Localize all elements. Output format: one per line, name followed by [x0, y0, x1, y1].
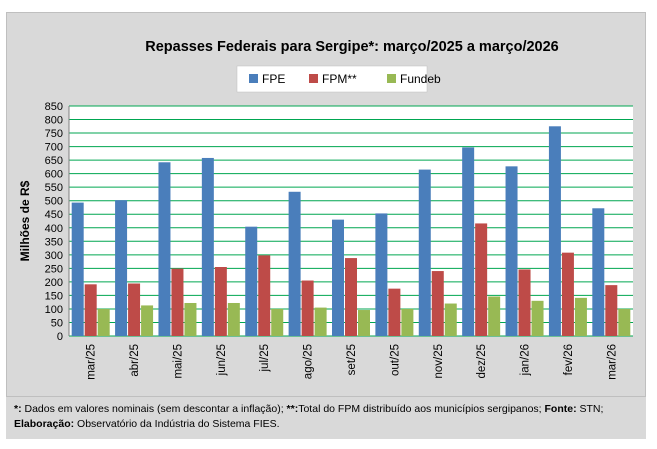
- footnote-text-1: Dados em valores nominais (sem descontar…: [21, 403, 287, 415]
- bar-fundeb: [271, 308, 284, 336]
- bar-fundeb: [531, 300, 544, 336]
- x-tick-label: nov/25: [433, 344, 445, 379]
- bars: [71, 126, 631, 336]
- x-tick-label: mai/25: [172, 344, 184, 379]
- bar-fpm: [561, 252, 574, 336]
- bar-fundeb: [227, 302, 240, 336]
- bar-fpe: [158, 162, 171, 336]
- y-tick-label: 100: [45, 304, 63, 316]
- legend-label: FPM**: [322, 72, 357, 86]
- bar-fpe: [332, 219, 344, 336]
- bar-fpm: [171, 268, 184, 336]
- y-tick-label: 250: [45, 263, 63, 275]
- chart-title: Repasses Federais para Sergipe*: março/2…: [145, 39, 559, 55]
- bar-fpm: [84, 284, 97, 336]
- bar-fpe: [375, 213, 388, 336]
- footnote-source-label: Fonte:: [544, 403, 577, 415]
- bar-fpm: [388, 288, 401, 336]
- legend-swatch: [387, 74, 396, 83]
- x-tick-label: abr/25: [129, 344, 141, 377]
- legend-label: FPE: [262, 72, 285, 86]
- bar-fpm: [258, 255, 271, 336]
- y-tick-label: 850: [45, 101, 63, 113]
- footnote-marker-2: **:: [286, 403, 299, 415]
- bar-fundeb: [314, 307, 327, 336]
- x-tick-label: set/25: [346, 344, 358, 375]
- bar-fpe: [548, 126, 561, 336]
- y-tick-label: 500: [45, 196, 63, 208]
- x-tick-label: jul/25: [259, 344, 271, 373]
- y-tick-label: 150: [45, 290, 63, 302]
- bar-fundeb: [184, 302, 197, 336]
- bar-fundeb: [574, 297, 587, 336]
- bar-fpm: [345, 258, 357, 336]
- y-tick-label: 50: [51, 317, 63, 329]
- footnote-line-2: Elaboração: Observatório da Indústria do…: [14, 417, 638, 432]
- bar-fpe: [592, 208, 605, 336]
- bar-fundeb: [488, 296, 501, 336]
- footnote-credit: Observatório da Indústria do Sistema FIE…: [74, 418, 280, 430]
- legend: FPE FPM** Fundeb: [249, 72, 441, 86]
- bar-fpm: [431, 271, 444, 336]
- footnote-text-2: Total do FPM distribuído aos municípios …: [298, 403, 545, 415]
- y-tick-label: 750: [45, 128, 63, 140]
- bar-fundeb: [358, 310, 370, 336]
- y-tick-label: 700: [45, 142, 63, 154]
- y-tick-label: 350: [45, 236, 63, 248]
- bar-fpm: [301, 280, 314, 336]
- x-tick-label: ago/25: [303, 344, 315, 379]
- y-axis-label: Milhões de R$: [18, 180, 32, 261]
- bar-fpe: [201, 157, 214, 336]
- y-axis-ticks: 0501001502002503003504004505005506006507…: [45, 101, 63, 343]
- x-tick-label: jan/26: [520, 344, 532, 376]
- bar-fpm: [475, 223, 488, 336]
- bar-fundeb: [618, 308, 631, 336]
- footnote-source: STN;: [576, 403, 604, 415]
- y-tick-label: 0: [57, 331, 63, 343]
- y-tick-label: 600: [45, 169, 63, 181]
- bar-fundeb: [444, 303, 457, 336]
- footnote-marker-1: *:: [14, 403, 22, 415]
- bar-fpe: [418, 169, 431, 336]
- bar-chart: Repasses Federais para Sergipe*: março/2…: [18, 39, 633, 380]
- bar-fpm: [518, 269, 531, 336]
- y-tick-label: 300: [45, 250, 63, 262]
- bar-fundeb: [97, 308, 110, 336]
- x-axis-ticks: mar/25 abr/25 mai/25 jun/25 jul/25 ago/25 set/…: [86, 344, 619, 380]
- bar-fpm: [605, 285, 618, 336]
- bar-fpe: [115, 200, 128, 336]
- y-tick-label: 200: [45, 277, 63, 289]
- bar-fpe: [71, 202, 84, 336]
- y-tick-label: 400: [45, 223, 63, 235]
- x-tick-label: mar/25: [86, 344, 98, 380]
- footnote-line-1: *: Dados em valores nominais (sem descon…: [14, 402, 638, 417]
- chart-frame: Repasses Federais para Sergipe*: março/2…: [6, 12, 646, 397]
- legend-label: Fundeb: [400, 72, 441, 86]
- bar-fpe: [288, 191, 301, 336]
- x-tick-label: dez/25: [476, 344, 488, 379]
- footnote-credit-label: Elaboração:: [14, 418, 75, 430]
- y-tick-label: 800: [45, 115, 63, 127]
- bar-fpe: [245, 226, 258, 336]
- x-tick-label: jun/25: [216, 344, 228, 376]
- y-tick-label: 550: [45, 182, 63, 194]
- y-tick-label: 450: [45, 209, 63, 221]
- legend-swatch: [249, 74, 258, 83]
- legend-swatch: [309, 74, 318, 83]
- bar-fpe: [462, 147, 475, 336]
- bar-fpe: [505, 166, 518, 336]
- y-tick-label: 650: [45, 155, 63, 167]
- bar-fpm: [128, 283, 141, 336]
- bar-fundeb: [401, 308, 414, 336]
- x-tick-label: out/25: [389, 344, 401, 376]
- bar-fpm: [214, 267, 227, 336]
- footnote: *: Dados em valores nominais (sem descon…: [6, 397, 646, 439]
- bar-fundeb: [141, 305, 154, 336]
- x-tick-label: fev/26: [563, 344, 575, 375]
- x-tick-label: mar/26: [606, 344, 618, 380]
